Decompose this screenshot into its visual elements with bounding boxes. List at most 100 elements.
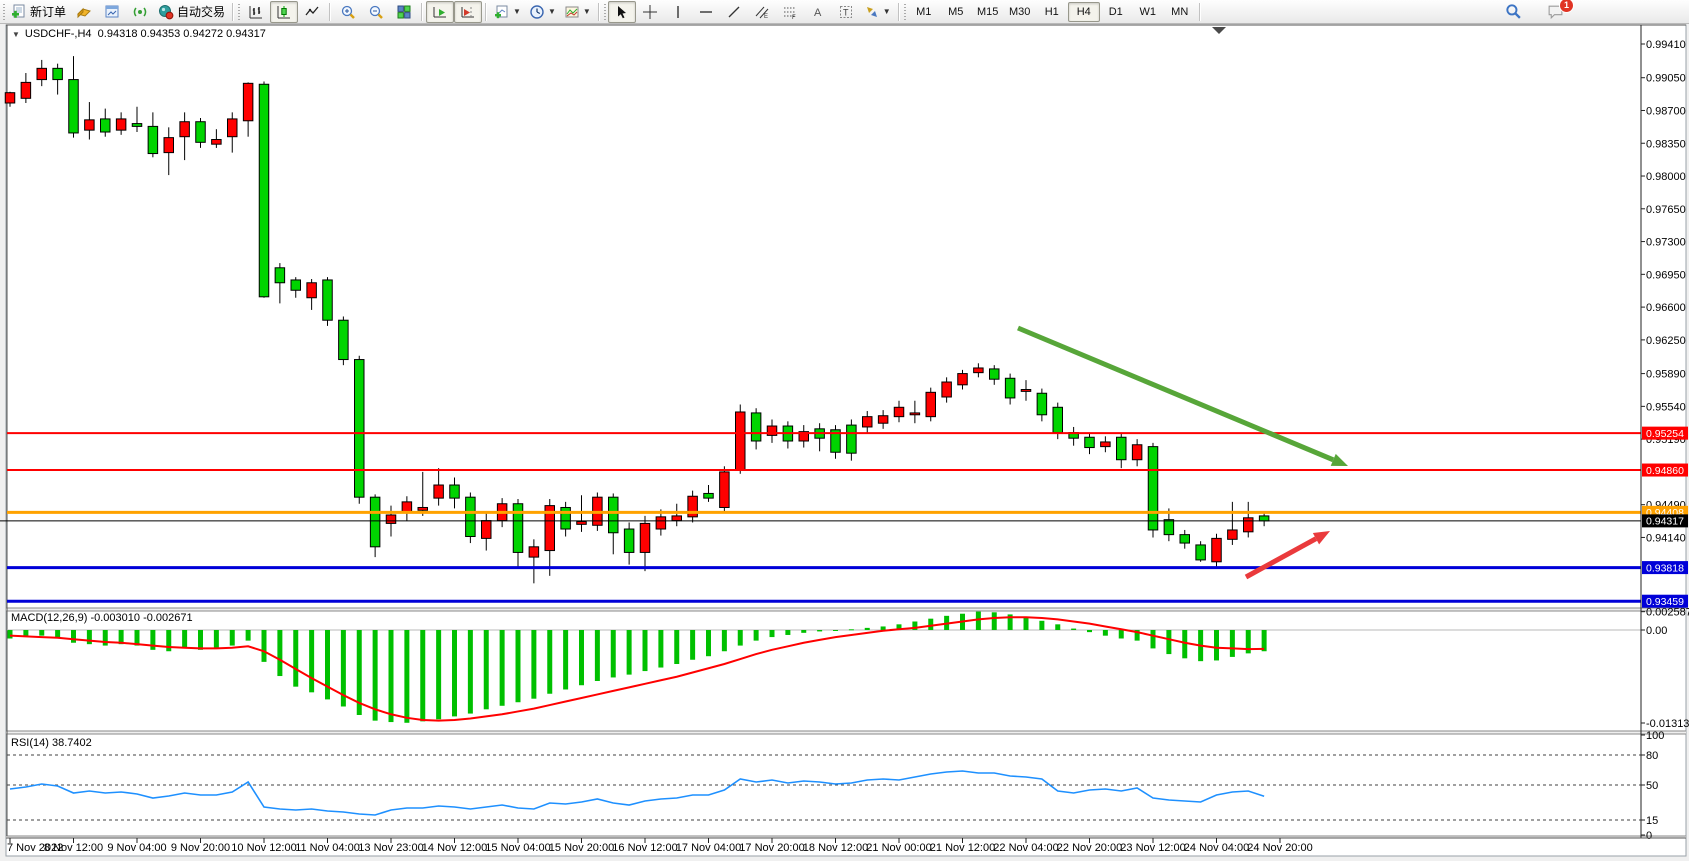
timeframe-MN[interactable]: MN: [1171, 5, 1189, 18]
dropdown-caret: ▼: [582, 6, 591, 16]
toolbar-separator: [421, 2, 424, 21]
macd-bar: [1007, 614, 1013, 630]
horizontal-line-button[interactable]: [692, 1, 720, 23]
macd-bar: [39, 630, 45, 636]
candle-body: [433, 484, 444, 499]
time-axis-label: 15 Nov 20:00: [549, 842, 614, 854]
candle-body: [512, 503, 524, 553]
candle-body: [766, 425, 778, 436]
text-label-button[interactable]: T: [832, 1, 860, 23]
timeframe-H4[interactable]: H4: [1067, 1, 1100, 22]
line-chart-button[interactable]: [298, 1, 326, 23]
signals-icon: [133, 7, 147, 16]
dropdown-caret: ▼: [547, 6, 556, 16]
macd-bar: [1055, 624, 1061, 630]
trendline-button[interactable]: [720, 1, 748, 23]
equidistant-channel-button[interactable]: E: [748, 1, 776, 23]
macd-indicator-label: MACD(12,26,9) -0.003010 -0.002671: [11, 612, 193, 624]
text-label-icon: T: [839, 5, 852, 18]
candle-body: [1243, 517, 1254, 533]
macd-bar: [118, 630, 124, 645]
tile-windows-icon: [397, 5, 411, 19]
autotrade-icon: [159, 4, 174, 19]
chart-shift-marker[interactable]: [1212, 27, 1226, 34]
arrows-dropdown-button[interactable]: ▼: [860, 1, 895, 23]
crosshair-icon: [642, 4, 657, 19]
templates-button[interactable]: ▼: [560, 1, 595, 23]
clock-dropdown-button[interactable]: ▼: [525, 1, 560, 23]
panel-splitter[interactable]: [6, 608, 1686, 611]
candle-body: [1163, 519, 1175, 536]
text-button[interactable]: A: [804, 1, 832, 23]
timeframe-M15[interactable]: M15: [977, 5, 999, 18]
timeframe-M5[interactable]: M5: [948, 5, 964, 18]
macd-bar: [102, 630, 108, 646]
price-axis-label: 0.96600: [1646, 302, 1686, 314]
panel-splitter[interactable]: [6, 731, 1686, 734]
data-window-button[interactable]: [70, 1, 98, 23]
macd-bar: [356, 630, 362, 715]
macd-bar: [864, 627, 870, 630]
market-watch-button[interactable]: [98, 1, 126, 23]
new-order-button[interactable]: 新订单: [7, 1, 70, 23]
zoom-in-icon: [341, 5, 355, 19]
macd-bar: [309, 630, 315, 693]
annotation-arrowhead[interactable]: [1312, 531, 1330, 545]
macd-bar: [1134, 630, 1140, 641]
one-click-expander-icon[interactable]: ▼: [12, 30, 20, 39]
chart-shift-button[interactable]: [454, 0, 483, 23]
candle-body: [338, 319, 349, 361]
timeframe-D1[interactable]: D1: [1108, 5, 1123, 18]
price-axis-label: 0.98350: [1646, 138, 1686, 150]
candle-body: [750, 412, 762, 442]
macd-bar: [1118, 630, 1124, 639]
timeframe-M1[interactable]: M1: [916, 5, 932, 18]
zoom-out-icon: [369, 5, 383, 19]
macd-bar: [325, 630, 330, 700]
search-button[interactable]: [1499, 1, 1527, 23]
panel-splitter[interactable]: [6, 836, 1686, 838]
macd-bar: [261, 630, 267, 662]
macd-layer: [7, 611, 1267, 723]
rsi-axis-label: 80: [1646, 750, 1658, 762]
candlestick-chart-button[interactable]: [270, 0, 299, 23]
macd-bar: [404, 630, 410, 723]
bar-chart-icon: [249, 5, 263, 18]
bar-chart-button[interactable]: [242, 1, 270, 23]
annotation-arrow-line[interactable]: [1244, 536, 1318, 580]
candle-body: [560, 506, 571, 530]
cursor-icon: [617, 5, 626, 18]
candle-body: [131, 123, 143, 127]
autotrade-button[interactable]: 自动交易: [154, 1, 229, 23]
timeframe-W1[interactable]: W1: [1139, 5, 1156, 18]
macd-bar: [86, 630, 92, 645]
price-badge: [1642, 514, 1688, 528]
macd-bar: [420, 630, 426, 722]
cursor-button[interactable]: [607, 0, 636, 23]
chart-symbol-period: USDCHF-,H4: [24, 28, 92, 40]
crosshair-button[interactable]: [636, 1, 664, 23]
signals-button[interactable]: [126, 1, 154, 23]
candle-body: [623, 528, 635, 553]
vertical-line-button[interactable]: [664, 1, 692, 23]
macd-signal-line: [9, 616, 1265, 722]
candle-body: [1052, 406, 1063, 434]
new-chart-button[interactable]: ▼: [490, 1, 525, 23]
equidistant-channel-icon: E: [755, 6, 769, 20]
fibonacci-button[interactable]: F: [776, 1, 804, 23]
zoom-in-button[interactable]: [334, 1, 362, 23]
timeframe-M30[interactable]: M30: [1009, 5, 1031, 18]
chart-surface[interactable]: [5, 24, 1687, 857]
auto-scroll-button[interactable]: [426, 0, 455, 23]
timeframe-H1[interactable]: H1: [1044, 5, 1059, 18]
time-axis-label: 10 Nov 12:00: [231, 842, 296, 854]
annotation-arrow-line[interactable]: [1017, 325, 1335, 463]
notifications-button[interactable]: 1: [1541, 0, 1574, 23]
macd-bar: [1214, 630, 1219, 661]
annotation-arrowhead[interactable]: [1330, 453, 1348, 466]
zoom-out-button[interactable]: [362, 1, 390, 23]
tile-windows-button[interactable]: [390, 1, 418, 23]
macd-bar: [833, 630, 838, 631]
price-axis-label: 0.97300: [1646, 237, 1686, 249]
